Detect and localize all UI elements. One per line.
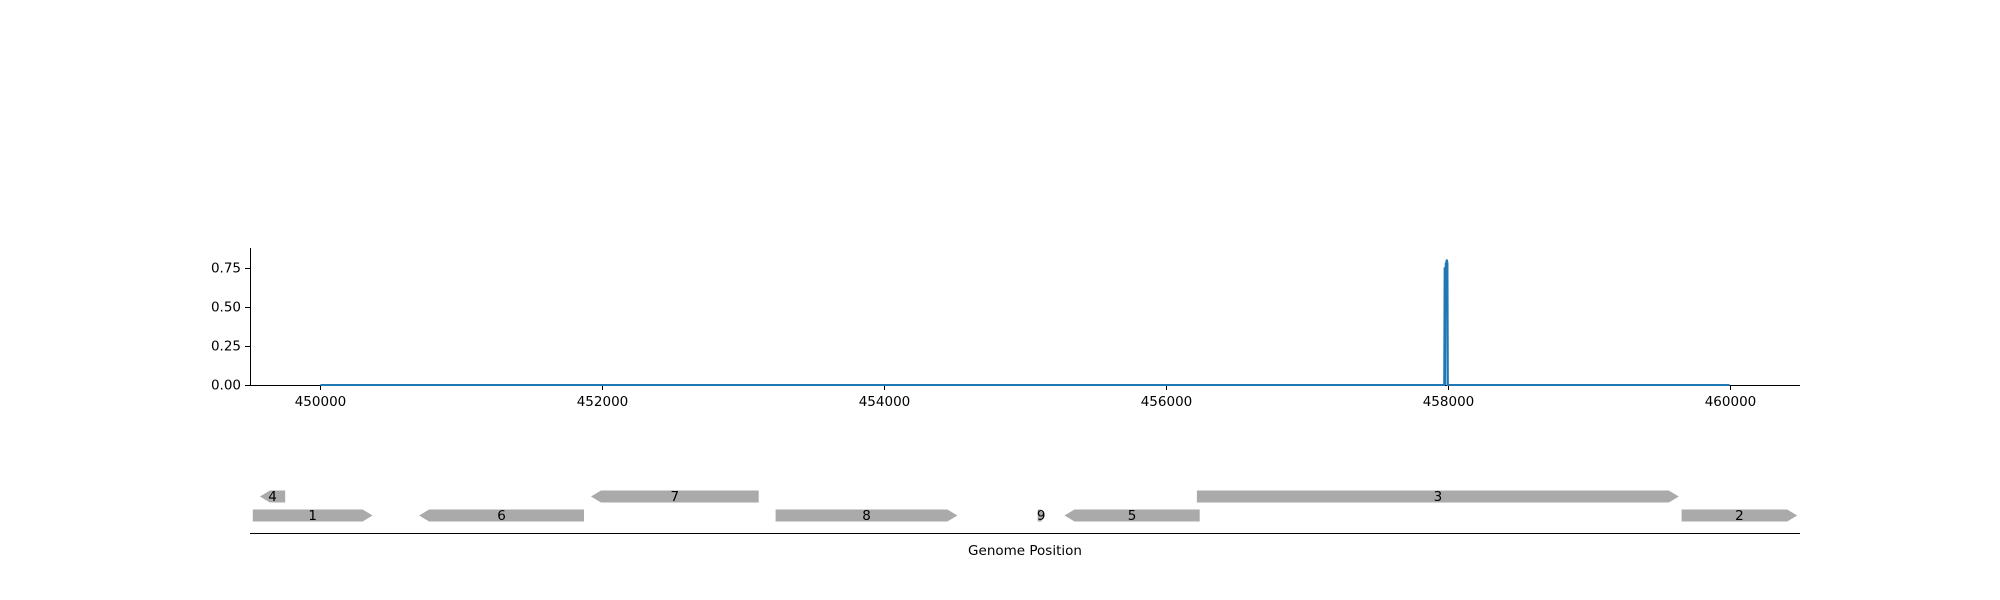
gene-arrow — [419, 509, 584, 522]
gene-arrow — [1681, 509, 1798, 522]
coverage-line — [320, 259, 1730, 386]
x-ticks: 450000 452000 454000 456000 458000 460000 — [295, 385, 1757, 410]
gene-arrow — [1037, 509, 1045, 522]
y-tick-label: 0.25 — [211, 339, 241, 355]
gene-label: 2 — [1735, 508, 1744, 524]
x-tick-label: 460000 — [1705, 394, 1757, 410]
gene-label: 4 — [268, 489, 277, 505]
x-tick-label: 450000 — [295, 394, 347, 410]
x-tick-label: 452000 — [577, 394, 629, 410]
gene-label: 6 — [497, 508, 506, 524]
gene-arrows: 1 6 8 9 5 2 4 7 3 — [252, 489, 1798, 524]
gene-arrow — [252, 509, 373, 522]
gene-label: 3 — [1434, 489, 1443, 505]
gene-arrow — [259, 490, 286, 503]
gene-arrow — [775, 509, 958, 522]
gene-track: 1 6 8 9 5 2 4 7 3 Genome Position — [250, 489, 1800, 559]
gene-arrow — [1196, 490, 1679, 503]
gene-arrow — [591, 490, 759, 503]
gene-track-xlabel: Genome Position — [968, 543, 1082, 559]
coverage-plot: 0.00 0.25 0.50 0.75 450000 452000 454000 45600… — [211, 248, 1800, 410]
x-tick-label: 454000 — [859, 394, 911, 410]
gene-label: 8 — [862, 508, 871, 524]
gene-arrow — [1064, 509, 1200, 522]
gene-label: 1 — [308, 508, 317, 524]
y-tick-label: 0.00 — [211, 378, 241, 394]
y-ticks: 0.00 0.25 0.50 0.75 — [211, 261, 250, 394]
y-tick-label: 0.75 — [211, 261, 241, 277]
x-tick-label: 458000 — [1423, 394, 1475, 410]
gene-label: 9 — [1037, 508, 1046, 524]
x-tick-label: 456000 — [1141, 394, 1193, 410]
y-tick-label: 0.50 — [211, 300, 241, 316]
gene-label: 7 — [671, 489, 680, 505]
gene-label: 5 — [1128, 508, 1137, 524]
